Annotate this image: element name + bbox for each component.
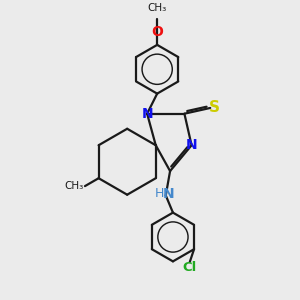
Text: O: O	[151, 25, 163, 39]
Text: CH₃: CH₃	[64, 181, 83, 191]
Text: CH₃: CH₃	[148, 3, 167, 13]
Text: H: H	[155, 188, 164, 200]
Text: S: S	[209, 100, 220, 116]
Text: Cl: Cl	[183, 261, 197, 274]
Text: N: N	[162, 187, 174, 201]
Text: N: N	[186, 138, 197, 152]
Text: N: N	[141, 107, 153, 121]
